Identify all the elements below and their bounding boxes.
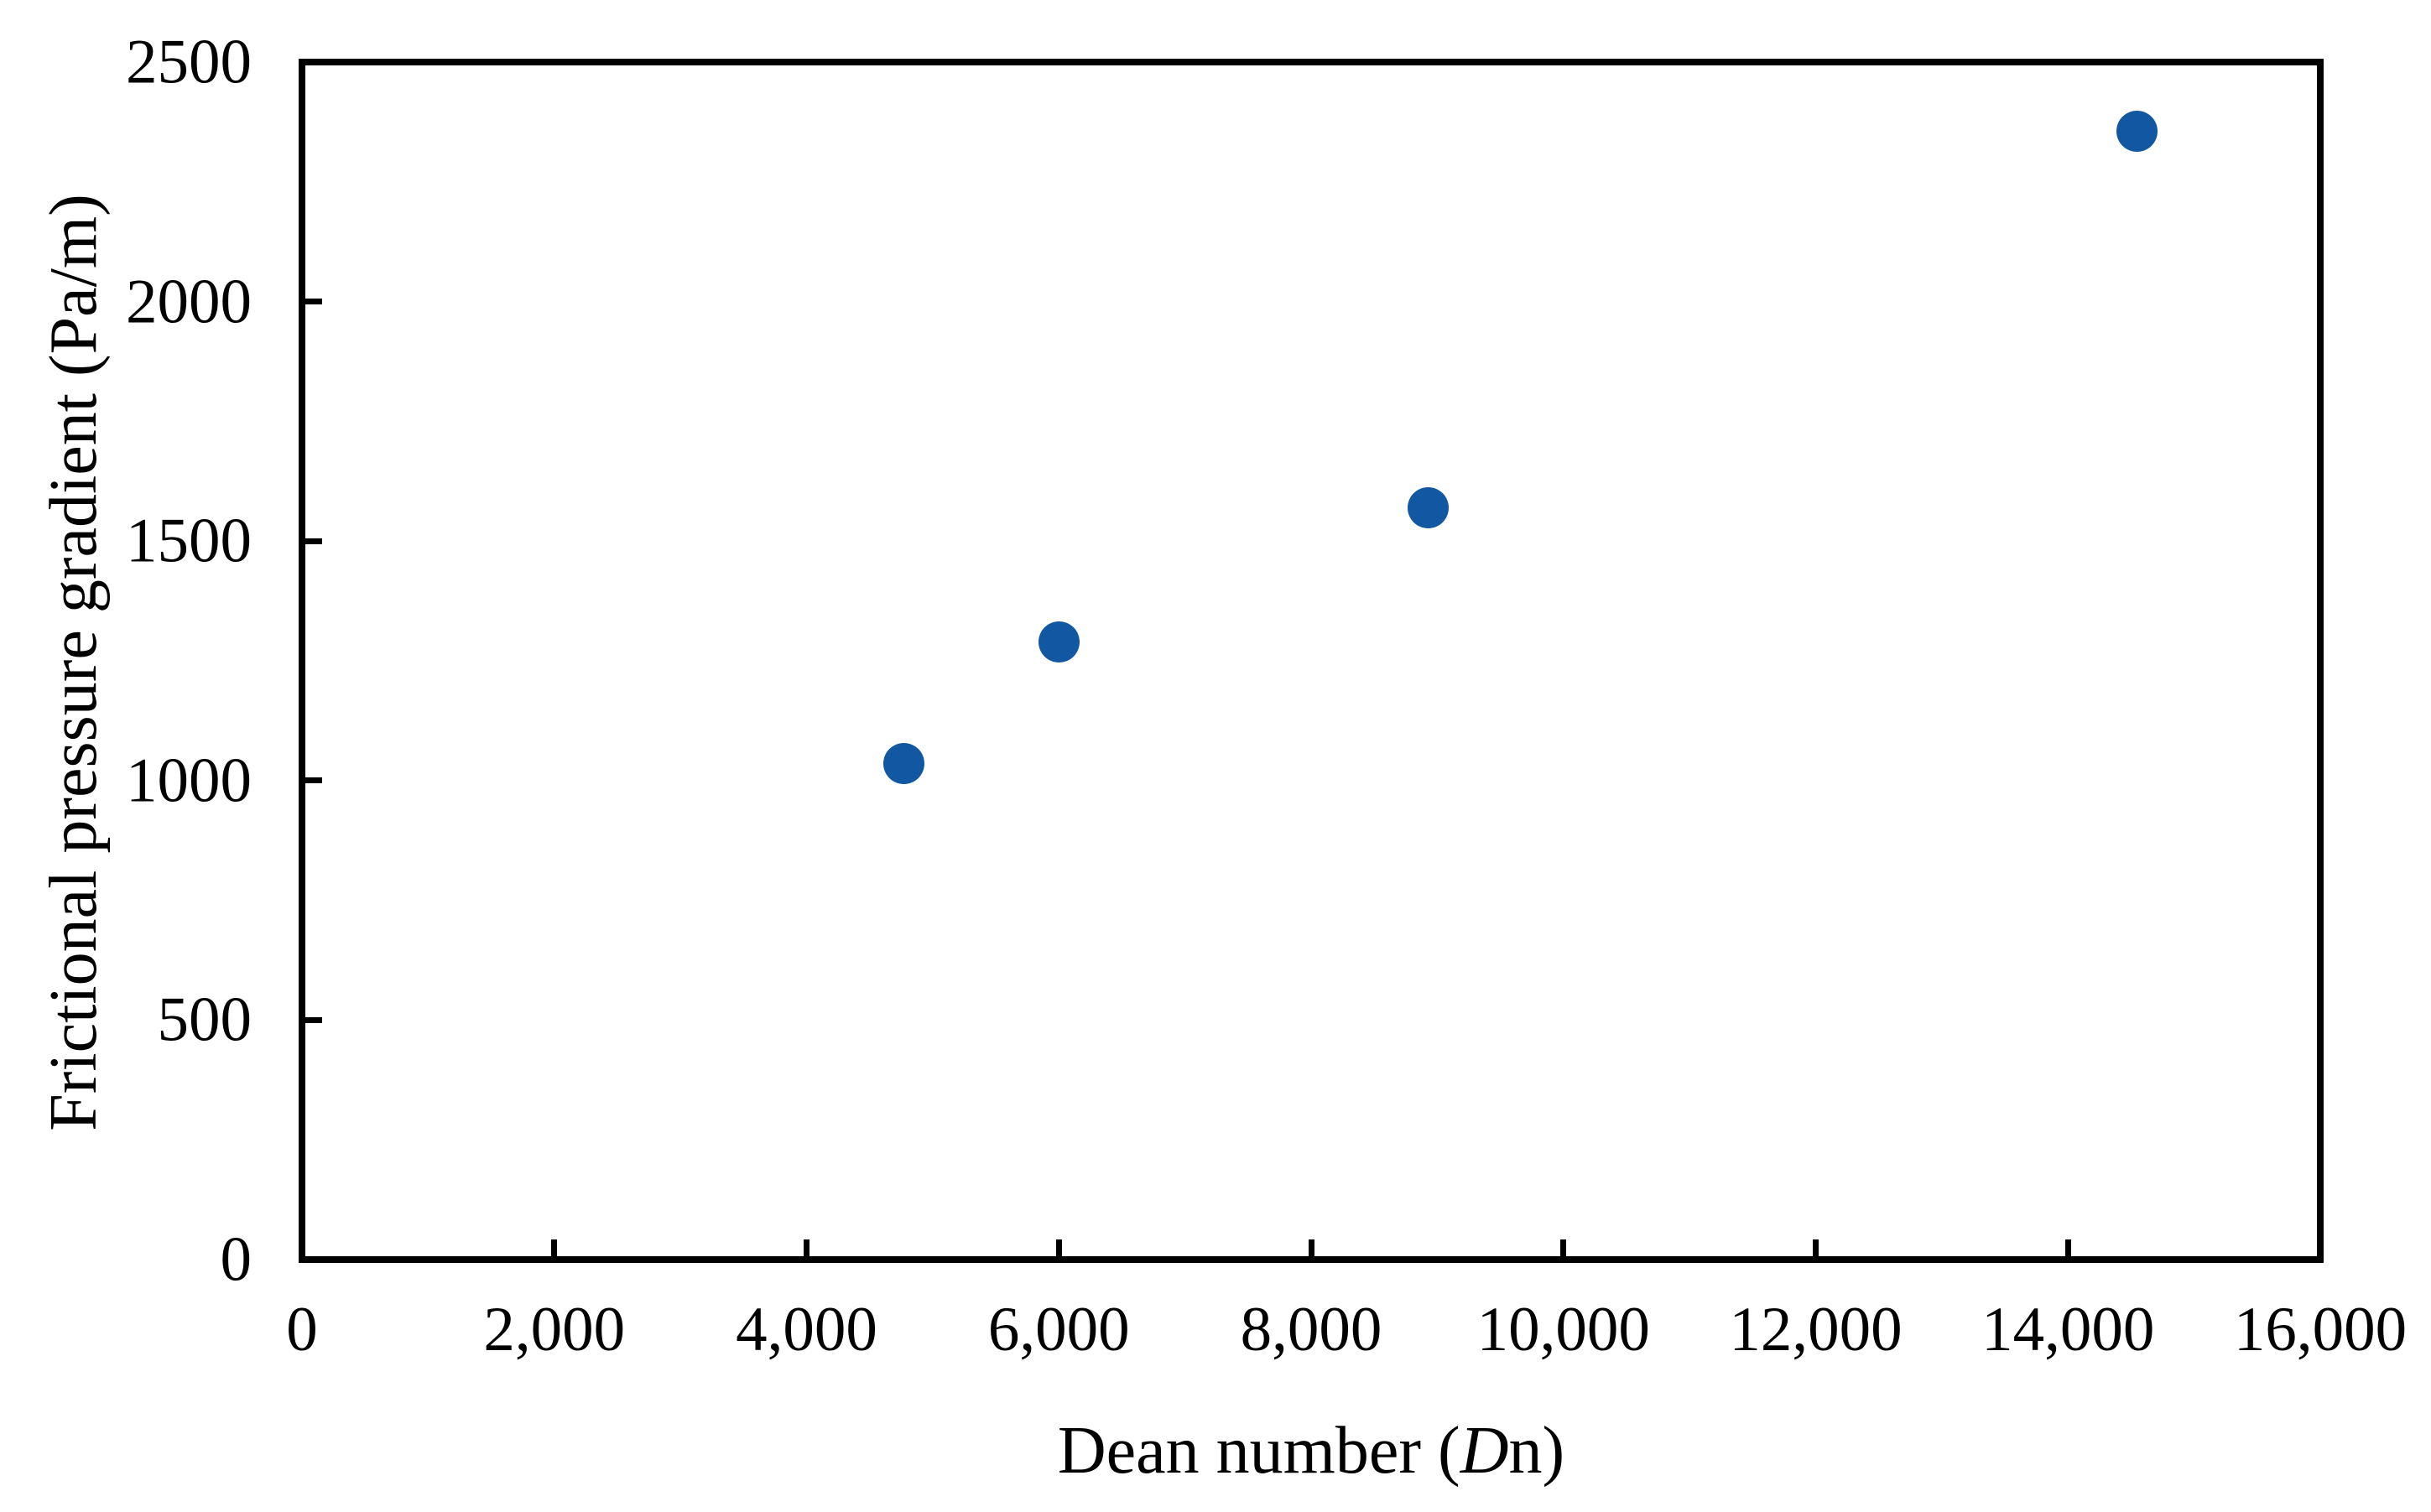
x-axis-tick-label: 16,000 bbox=[2233, 1295, 2408, 1364]
x-axis-tick bbox=[551, 1239, 558, 1256]
x-axis-tick bbox=[804, 1239, 809, 1256]
plot-area bbox=[299, 59, 2324, 1263]
x-axis-tick bbox=[1560, 1239, 1567, 1256]
y-axis-tick bbox=[305, 538, 322, 544]
y-axis-tick bbox=[305, 299, 322, 305]
x-axis-tick-label: 10,000 bbox=[1476, 1295, 1650, 1364]
x-axis-title: Dean number (Dn) bbox=[1058, 1417, 1564, 1484]
x-axis-tick-label: 6,000 bbox=[987, 1295, 1130, 1364]
x-axis-tick bbox=[1308, 1239, 1314, 1256]
y-axis-tick bbox=[305, 777, 322, 784]
data-point bbox=[1038, 621, 1080, 662]
x-axis-tick-label: 2,000 bbox=[483, 1295, 626, 1364]
x-axis-tick-label: 12,000 bbox=[1729, 1295, 1903, 1364]
data-point bbox=[1407, 486, 1449, 528]
x-axis-tick bbox=[2064, 1239, 2071, 1256]
x-axis-tick bbox=[1055, 1239, 1062, 1256]
data-point bbox=[2116, 111, 2158, 153]
y-axis-tick-label: 2000 bbox=[126, 267, 252, 337]
y-axis-tick-label: 1000 bbox=[126, 746, 252, 816]
x-axis-title-text-end: n) bbox=[1508, 1414, 1565, 1488]
x-axis-tick-label: 8,000 bbox=[1240, 1295, 1382, 1364]
y-axis-tick-label: 2500 bbox=[126, 27, 252, 97]
y-axis-title: Frictional pressure gradient (Pa/m) bbox=[37, 194, 111, 1131]
y-axis-tick-label: 1500 bbox=[126, 506, 252, 576]
x-axis-tick-label: 4,000 bbox=[736, 1295, 877, 1364]
x-axis-title-text: Dean number ( bbox=[1057, 1414, 1460, 1488]
y-axis-tick-label: 500 bbox=[157, 985, 252, 1055]
x-axis-tick-label: 14,000 bbox=[1981, 1295, 2155, 1364]
x-axis-tick bbox=[1813, 1239, 1819, 1256]
data-point bbox=[882, 743, 924, 785]
y-axis-tick-label: 0 bbox=[220, 1224, 252, 1295]
x-axis-title-italic-d: D bbox=[1460, 1414, 1509, 1488]
x-axis-tick-label: 0 bbox=[286, 1295, 318, 1364]
y-axis-tick bbox=[305, 1016, 322, 1023]
